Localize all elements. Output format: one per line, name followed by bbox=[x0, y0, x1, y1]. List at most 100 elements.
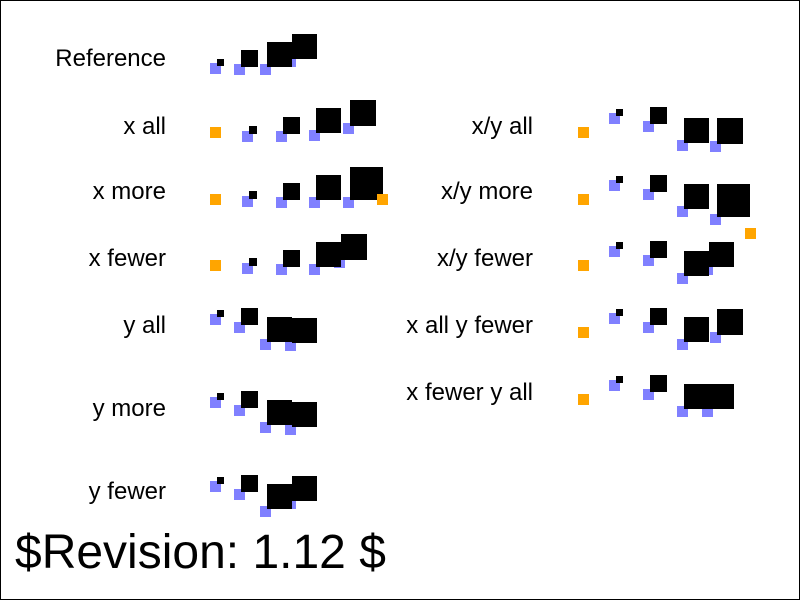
xy-fewer-shadow-2 bbox=[677, 273, 688, 284]
xy-fewer-shadow-1 bbox=[643, 255, 654, 266]
row-label-y-all: y all bbox=[123, 312, 166, 339]
y-fewer-glyph-2 bbox=[267, 484, 292, 509]
xy-all-shadow-2 bbox=[677, 140, 688, 151]
y-fewer-glyph-1 bbox=[241, 475, 258, 492]
y-all-shadow-2 bbox=[260, 339, 271, 350]
x-all-marker bbox=[210, 127, 221, 138]
x-all-y-fewer-glyph-3 bbox=[717, 309, 743, 335]
y-fewer-shadow-1 bbox=[234, 489, 245, 500]
xy-all-marker bbox=[578, 127, 589, 138]
x-all-shadow-0 bbox=[242, 131, 253, 142]
x-fewer-shadow-1 bbox=[276, 264, 287, 275]
y-more-glyph-2 bbox=[267, 400, 292, 425]
x-more-glyph-2 bbox=[316, 175, 341, 200]
y-fewer-shadow-0 bbox=[210, 481, 221, 492]
xy-more-glyph-3 bbox=[717, 184, 750, 217]
x-all-shadow-2 bbox=[309, 130, 320, 141]
xy-fewer-glyph-2 bbox=[684, 251, 709, 276]
x-fewer-shadow-0 bbox=[242, 263, 253, 274]
x-all-shadow-3 bbox=[343, 123, 354, 134]
x-all-glyph-3 bbox=[350, 100, 376, 126]
y-more-glyph-0 bbox=[217, 393, 224, 400]
x-fewer-glyph-0 bbox=[249, 258, 257, 266]
x-all-y-fewer-shadow-0 bbox=[609, 313, 620, 324]
xy-all-shadow-3 bbox=[710, 141, 721, 152]
reference-shadow-1 bbox=[234, 64, 245, 75]
xy-all-glyph-1 bbox=[650, 107, 667, 124]
row-label-xy-all: x/y all bbox=[472, 113, 533, 140]
xy-more-glyph-0 bbox=[616, 176, 623, 183]
row-label-x-fewer-y-all: x fewer y all bbox=[406, 379, 533, 406]
reference-glyph-2 bbox=[267, 42, 292, 67]
x-all-y-fewer-shadow-2 bbox=[677, 339, 688, 350]
glyph-marks bbox=[210, 34, 756, 517]
x-more-glyph-1 bbox=[283, 183, 300, 200]
row-label-reference: Reference bbox=[55, 45, 166, 72]
x-all-glyph-2 bbox=[316, 108, 341, 133]
y-all-shadow-0 bbox=[210, 314, 221, 325]
row-label-x-fewer: x fewer bbox=[89, 245, 166, 272]
x-fewer-marker bbox=[210, 260, 221, 271]
x-more-shadow-3 bbox=[343, 197, 354, 208]
x-all-y-fewer-marker bbox=[578, 327, 589, 338]
reference-glyph-1 bbox=[241, 50, 258, 67]
y-all-shadow-3 bbox=[285, 340, 296, 351]
x-fewer-y-all-glyph-2 bbox=[684, 384, 709, 409]
x-fewer-y-all-glyph-1 bbox=[650, 375, 667, 392]
x-fewer-y-all-shadow-3 bbox=[702, 406, 713, 417]
xy-all-shadow-0 bbox=[609, 113, 620, 124]
xy-all-shadow-1 bbox=[643, 121, 654, 132]
x-all-y-fewer-glyph-0 bbox=[616, 309, 623, 316]
xy-all-glyph-0 bbox=[616, 109, 623, 116]
y-more-glyph-3 bbox=[292, 402, 317, 427]
y-all-glyph-1 bbox=[241, 308, 258, 325]
x-all-glyph-0 bbox=[249, 126, 257, 134]
row-label-y-more: y more bbox=[93, 395, 166, 422]
reference-shadow-0 bbox=[210, 63, 221, 74]
x-fewer-y-all-shadow-2 bbox=[677, 406, 688, 417]
y-more-glyph-1 bbox=[241, 391, 258, 408]
xy-fewer-shadow-0 bbox=[609, 246, 620, 257]
x-fewer-glyph-2 bbox=[316, 242, 341, 267]
y-all-shadow-1 bbox=[234, 322, 245, 333]
x-more-shadow-2 bbox=[309, 197, 320, 208]
y-fewer-shadow-2 bbox=[260, 506, 271, 517]
y-all-glyph-0 bbox=[217, 310, 224, 317]
xy-more-marker bbox=[578, 194, 589, 205]
xy-more-shadow-2 bbox=[677, 206, 688, 217]
x-fewer-glyph-3 bbox=[341, 234, 367, 260]
y-fewer-glyph-3 bbox=[292, 476, 317, 501]
x-more-tail-marker bbox=[377, 194, 388, 205]
xy-fewer-glyph-3 bbox=[709, 242, 734, 267]
xy-all-glyph-3 bbox=[717, 118, 743, 144]
xy-all-glyph-2 bbox=[684, 118, 709, 143]
xy-more-shadow-1 bbox=[643, 189, 654, 200]
x-fewer-glyph-1 bbox=[283, 250, 300, 267]
x-all-y-fewer-glyph-1 bbox=[650, 308, 667, 325]
xy-more-shadow-3 bbox=[710, 214, 721, 225]
xy-more-tail-marker bbox=[745, 228, 756, 239]
x-more-marker bbox=[210, 194, 221, 205]
xy-more-shadow-0 bbox=[609, 180, 620, 191]
x-all-shadow-1 bbox=[276, 131, 287, 142]
xy-fewer-glyph-1 bbox=[650, 241, 667, 258]
y-more-shadow-3 bbox=[285, 424, 296, 435]
reference-glyph-0 bbox=[217, 59, 224, 66]
revision-text: $Revision: 1.12 $ bbox=[15, 526, 386, 579]
xy-fewer-glyph-0 bbox=[616, 242, 623, 249]
xy-fewer-marker bbox=[578, 260, 589, 271]
row-label-x-all: x all bbox=[123, 113, 166, 140]
y-all-glyph-2 bbox=[267, 317, 292, 342]
x-fewer-shadow-2 bbox=[309, 264, 320, 275]
x-all-y-fewer-shadow-3 bbox=[710, 332, 721, 343]
y-more-shadow-0 bbox=[210, 397, 221, 408]
row-label-xy-more: x/y more bbox=[441, 178, 533, 205]
xy-more-glyph-1 bbox=[650, 175, 667, 192]
y-fewer-glyph-0 bbox=[217, 477, 224, 484]
x-all-glyph-1 bbox=[283, 117, 300, 134]
y-more-shadow-1 bbox=[234, 405, 245, 416]
x-fewer-y-all-glyph-0 bbox=[616, 376, 623, 383]
reference-shadow-2 bbox=[260, 64, 271, 75]
